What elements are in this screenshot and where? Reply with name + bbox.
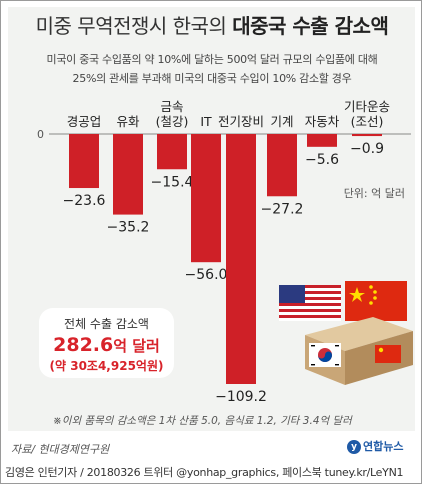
korea-flag-icon [309,343,341,367]
total-krw: (약 30조4,925억원) [49,359,164,373]
category-label-7: (조선) [351,114,384,129]
footnote: ※이외 품목의 감소액은 1차 산품 5.0, 음식료 1.2, 기타 3.4억… [53,415,352,427]
value-label-7: −0.9 [350,141,384,157]
value-label-6: −5.6 [305,152,339,168]
value-label-5: −27.2 [261,201,304,217]
category-label-3: IT [200,114,212,129]
category-label-0: 경공업 [67,114,102,129]
value-label-4: −109.2 [215,389,267,405]
total-unit: 억 달러 [113,337,160,355]
flags-and-box-illustration [279,281,413,385]
footer-credit: 김영은 인턴기자 / 20180326 트위터 @yonhap_graphics… [5,466,404,479]
china-flag-icon [345,281,407,321]
bar-0 [69,134,99,189]
bar-7 [352,134,382,137]
category-label-7: 기타운송 [344,99,390,114]
title-plain: 미중 무역전쟁시 한국의 [35,14,233,38]
value-label-1: −35.2 [107,220,150,236]
china-flag-small-icon [375,345,401,363]
total-number: 282.6 [53,334,114,356]
bar-1 [113,134,143,215]
category-label-2: (철강) [156,114,189,129]
value-label-3: −56.0 [185,267,228,283]
bar-3 [191,134,221,263]
category-label-2: 금속 [160,99,183,114]
value-label-0: −23.6 [63,193,106,209]
total-label: 전체 수출 감소액 [64,317,149,331]
value-label-2: −15.4 [151,174,194,190]
zero-tick-label: 0 [37,128,44,141]
title-highlight: 대중국 수출 감소액 [232,14,389,38]
bar-6 [307,134,337,147]
bar-4 [226,134,256,384]
category-label-1: 유화 [116,114,140,129]
category-label-4: 전기장비 [218,114,264,129]
source-credit: 자료/ 현대경제연구원 [11,443,110,456]
bar-5 [267,134,297,197]
us-flag-icon [279,285,341,321]
total-summary-box: 전체 수출 감소액 282.6억 달러 (약 30조4,925억원) [39,308,174,378]
page-title: 미중 무역전쟁시 한국의 대중국 수출 감소액 [1,10,422,39]
category-label-5: 기계 [270,114,293,129]
unit-label: 단위: 억 달러 [343,187,405,200]
bar-2 [157,134,187,170]
total-value: 282.6억 달러 [39,334,174,356]
subtitle-line-2: 25%의 관세를 부과해 미국의 대중국 수입이 10% 감소할 경우 [72,72,352,85]
logo-mark-icon: y [347,440,361,454]
category-label-6: 자동차 [305,114,340,129]
subtitle-line-1: 미국이 중국 수입품의 약 10%에 달하는 500억 달러 규모의 수입품에 … [46,53,378,66]
bar-chart: 0 경공업 −23.6 유화 −35.2 금속(철강) −15.4 IT −56.0 전기장비 −1… [37,99,411,405]
logo-text: 연합뉴스 [363,440,404,453]
yonhap-logo: y 연합뉴스 [347,438,403,454]
